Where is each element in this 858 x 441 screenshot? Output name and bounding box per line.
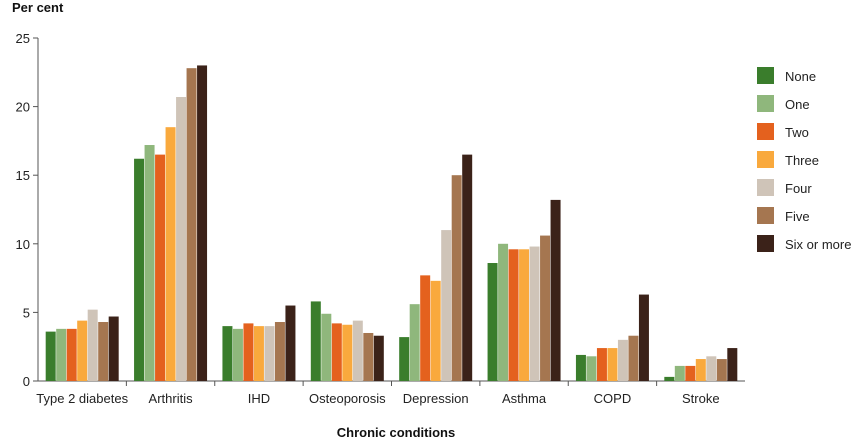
bar [108, 316, 119, 381]
bar [363, 332, 374, 381]
bar [664, 376, 675, 381]
y-tick-label: 25 [16, 31, 30, 46]
bar [274, 322, 285, 381]
bar [165, 127, 176, 382]
y-tick-label: 15 [16, 168, 30, 183]
bar [87, 309, 98, 381]
x-tick-label: Arthritis [149, 391, 194, 406]
legend-label: Five [785, 209, 810, 224]
y-tick-label: 10 [16, 237, 30, 252]
bar [674, 365, 685, 381]
y-tick-label: 20 [16, 100, 30, 115]
bar [285, 305, 296, 381]
legend-swatch [757, 67, 774, 84]
bar [451, 175, 462, 381]
bar [519, 249, 530, 381]
bar [176, 97, 187, 381]
bar [264, 326, 275, 381]
bar [197, 65, 208, 381]
bar [596, 348, 607, 381]
x-tick-label: Stroke [682, 391, 720, 406]
legend-swatch [757, 123, 774, 140]
legend-label: One [785, 97, 810, 112]
y-tick-label: 0 [23, 374, 30, 389]
bar [45, 331, 56, 381]
bar [222, 326, 233, 381]
bar [155, 154, 166, 381]
bar [617, 339, 628, 381]
bar [430, 280, 441, 381]
legend-label: None [785, 69, 816, 84]
bar [66, 328, 77, 381]
bar [638, 294, 649, 381]
x-axis-title: Chronic conditions [337, 425, 455, 440]
bar [529, 246, 540, 381]
bar [56, 328, 67, 381]
bar [134, 158, 145, 381]
x-tick-label: Asthma [502, 391, 547, 406]
bar [706, 356, 717, 381]
bar [409, 304, 420, 381]
bar [727, 348, 738, 381]
legend-label: Two [785, 125, 809, 140]
legend-label: Six or more [785, 237, 851, 252]
x-tick-label: IHD [248, 391, 270, 406]
bar [144, 145, 155, 381]
bar [628, 335, 639, 381]
bar [420, 275, 431, 381]
bar [685, 365, 696, 381]
legend-swatch [757, 179, 774, 196]
bar [487, 263, 498, 381]
legend-swatch [757, 95, 774, 112]
bar [498, 243, 509, 381]
plot-area: 0 5 10 15 20 25 Type 2 diabetes Arthritis IHD Ost… [16, 31, 745, 406]
bar [77, 320, 88, 381]
bar [399, 337, 410, 381]
bar [462, 154, 473, 381]
x-tick-label: COPD [594, 391, 632, 406]
y-axis-title: Per cent [12, 0, 64, 15]
bar [441, 230, 452, 381]
bar [310, 301, 321, 381]
legend-label: Three [785, 153, 819, 168]
bar [575, 354, 586, 381]
bar [98, 322, 109, 381]
legend-swatch [757, 151, 774, 168]
x-tick-label: Type 2 diabetes [36, 391, 128, 406]
x-tick-label: Osteoporosis [309, 391, 386, 406]
bar [540, 235, 551, 381]
bar [607, 348, 618, 381]
bar [232, 328, 243, 381]
bar [508, 249, 519, 381]
bar [186, 68, 197, 382]
legend-swatch [757, 235, 774, 252]
bar [550, 199, 561, 381]
bar [342, 324, 353, 381]
bar [321, 313, 332, 381]
bar [243, 323, 254, 381]
bar [373, 335, 384, 381]
bar [695, 359, 706, 381]
bar [586, 356, 597, 381]
bar [253, 326, 264, 381]
legend: None One Two Three Four Five Six or more [757, 67, 851, 252]
bar [352, 320, 363, 381]
legend-label: Four [785, 181, 812, 196]
x-tick-label: Depression [403, 391, 469, 406]
bar [716, 359, 727, 381]
y-tick-label: 5 [23, 305, 30, 320]
legend-swatch [757, 207, 774, 224]
bar [331, 323, 342, 381]
